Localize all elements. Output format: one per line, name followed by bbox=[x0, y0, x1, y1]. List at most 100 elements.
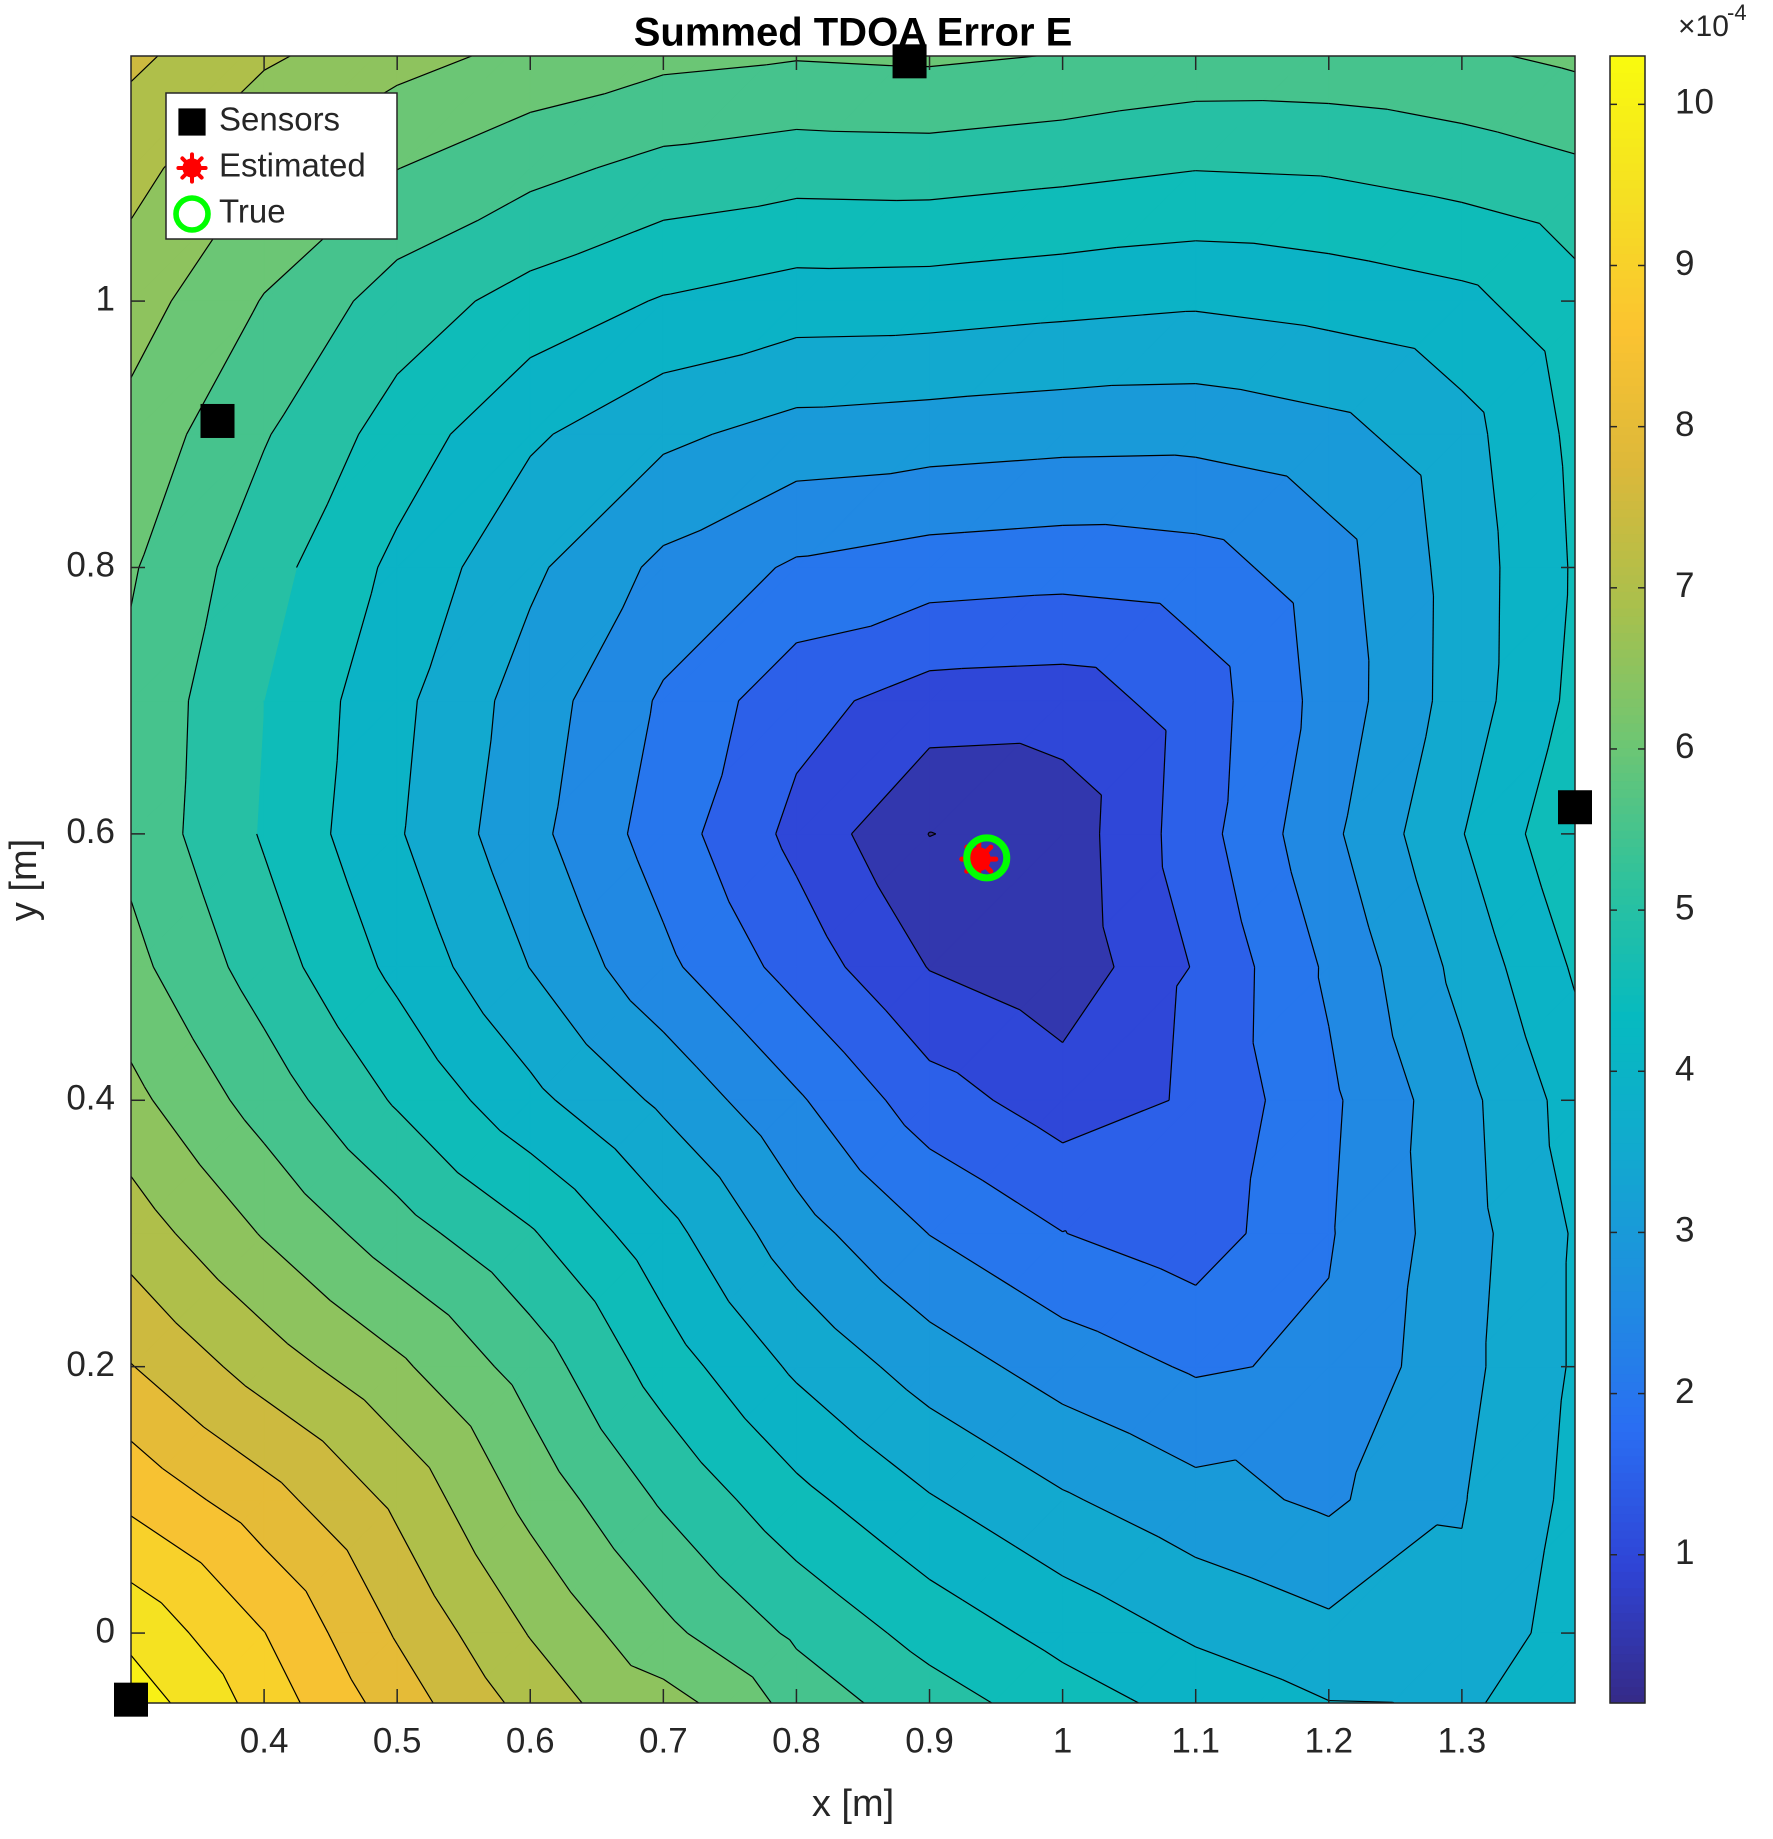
contour-fill bbox=[131, 35, 1595, 1767]
colorbar-swatch bbox=[1610, 1374, 1645, 1383]
colorbar-swatch bbox=[1610, 995, 1645, 1004]
x-tick-label: 1.3 bbox=[1438, 1721, 1487, 1760]
contour-line bbox=[1574, 988, 1595, 1050]
colorbar-swatch bbox=[1610, 1662, 1645, 1671]
colorbar-swatch bbox=[1610, 229, 1645, 238]
contour-band bbox=[264, 1763, 269, 1766]
colorbar-swatch bbox=[1610, 245, 1645, 254]
colorbar-tick-label: 1 bbox=[1675, 1533, 1694, 1572]
colorbar-swatch bbox=[1610, 1687, 1645, 1696]
x-tick-label: 0.4 bbox=[240, 1721, 289, 1760]
contour-band bbox=[678, 1714, 753, 1766]
colorbar-swatch bbox=[1610, 212, 1645, 221]
contour-band bbox=[1454, 35, 1462, 45]
colorbar-swatch bbox=[1610, 707, 1645, 716]
x-tick-label: 0.5 bbox=[373, 1721, 422, 1760]
y-tick-label: 0.2 bbox=[66, 1345, 115, 1384]
colorbar-swatch bbox=[1610, 1077, 1645, 1086]
colorbar-swatch bbox=[1610, 1538, 1645, 1547]
colorbar-swatch bbox=[1610, 1127, 1645, 1136]
colorbar-swatch bbox=[1610, 731, 1645, 740]
colorbar-swatch bbox=[1610, 1102, 1645, 1111]
colorbar-swatch bbox=[1610, 921, 1645, 930]
colorbar-tick-label: 7 bbox=[1675, 566, 1694, 605]
colorbar-swatch bbox=[1610, 805, 1645, 814]
colorbar-swatch bbox=[1610, 789, 1645, 798]
colorbar-swatch bbox=[1610, 1209, 1645, 1218]
contour-line bbox=[529, 968, 530, 969]
colorbar-swatch bbox=[1610, 270, 1645, 279]
contour-band bbox=[1574, 967, 1595, 1051]
colorbar-swatch bbox=[1610, 616, 1645, 625]
colorbar-swatch bbox=[1610, 1135, 1645, 1144]
colorbar-swatch bbox=[1610, 1588, 1645, 1597]
colorbar-swatch bbox=[1610, 591, 1645, 600]
colorbar-swatch bbox=[1610, 608, 1645, 617]
colorbar-swatch bbox=[1610, 1472, 1645, 1481]
colorbar-swatch bbox=[1610, 443, 1645, 452]
legend-label: Sensors bbox=[219, 101, 340, 138]
colorbar-swatch bbox=[1610, 114, 1645, 123]
colorbar-swatch bbox=[1610, 460, 1645, 469]
sensor-marker bbox=[114, 1683, 148, 1717]
contour-band bbox=[1566, 1233, 1595, 1262]
colorbar-swatch bbox=[1610, 1464, 1645, 1473]
colorbar-swatch bbox=[1610, 1678, 1645, 1687]
colorbar-swatch bbox=[1610, 1497, 1645, 1506]
colorbar-swatch bbox=[1610, 303, 1645, 312]
contour-line bbox=[181, 1716, 206, 1766]
colorbar-swatch bbox=[1610, 1052, 1645, 1061]
colorbar-swatch bbox=[1610, 1324, 1645, 1333]
contour-band bbox=[139, 1716, 206, 1766]
contour-line bbox=[796, 407, 823, 408]
colorbar-swatch bbox=[1610, 410, 1645, 419]
colorbar-swatch bbox=[1610, 1448, 1645, 1457]
colorbar-swatch bbox=[1610, 1275, 1645, 1284]
colorbar-swatch bbox=[1610, 352, 1645, 361]
contour-line bbox=[929, 1234, 930, 1235]
colorbar-swatch bbox=[1610, 163, 1645, 172]
colorbar-swatch bbox=[1610, 254, 1645, 263]
contour-band bbox=[131, 1758, 144, 1766]
colorbar-swatch bbox=[1610, 764, 1645, 773]
contour-band bbox=[1559, 434, 1595, 466]
sensor-marker bbox=[178, 108, 205, 135]
colorbar-swatch bbox=[1610, 1365, 1645, 1374]
colorbar-tick-label: 6 bbox=[1675, 727, 1694, 766]
colorbar-swatch bbox=[1610, 344, 1645, 353]
colorbar-swatch bbox=[1610, 1596, 1645, 1605]
colorbar-swatch bbox=[1610, 171, 1645, 180]
estimated-marker bbox=[178, 154, 205, 181]
colorbar-swatch bbox=[1610, 871, 1645, 880]
colorbar-swatch bbox=[1610, 122, 1645, 131]
contour-band bbox=[1586, 834, 1595, 841]
contour-line bbox=[715, 1714, 753, 1766]
y-tick-label: 0.6 bbox=[66, 812, 115, 851]
sensor-marker bbox=[1558, 790, 1592, 824]
contour-line bbox=[928, 1233, 929, 1234]
colorbar-swatch bbox=[1610, 567, 1645, 576]
colorbar-swatch bbox=[1610, 1291, 1645, 1300]
colorbar-swatch bbox=[1610, 649, 1645, 658]
colorbar-swatch bbox=[1610, 1061, 1645, 1070]
colorbar-swatch bbox=[1610, 863, 1645, 872]
x-tick-label: 0.7 bbox=[639, 1721, 688, 1760]
colorbar-swatch bbox=[1610, 1604, 1645, 1613]
colorbar-swatch bbox=[1610, 180, 1645, 189]
colorbar-swatch bbox=[1610, 772, 1645, 781]
colorbar-swatch bbox=[1610, 558, 1645, 567]
colorbar-swatch bbox=[1610, 1670, 1645, 1679]
colorbar-swatch bbox=[1610, 904, 1645, 913]
contour-band bbox=[1063, 434, 1196, 457]
colorbar-swatch bbox=[1610, 1019, 1645, 1028]
colorbar-swatch bbox=[1610, 1555, 1645, 1564]
colorbar-swatch bbox=[1610, 435, 1645, 444]
colorbar-swatch bbox=[1610, 1415, 1645, 1424]
colorbar-swatch bbox=[1610, 402, 1645, 411]
colorbar-swatch bbox=[1610, 1094, 1645, 1103]
colorbar-swatch bbox=[1610, 1332, 1645, 1341]
colorbar-swatch bbox=[1610, 814, 1645, 823]
colorbar-swatch bbox=[1610, 1283, 1645, 1292]
colorbar-swatch bbox=[1610, 674, 1645, 683]
